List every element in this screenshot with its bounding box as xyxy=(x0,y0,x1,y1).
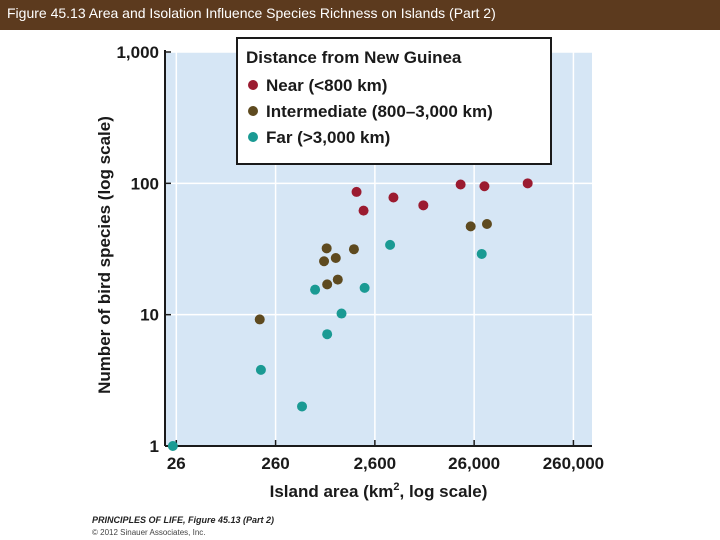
x-tick-label: 260 xyxy=(261,454,289,473)
legend-label: Intermediate (800–3,000 km) xyxy=(266,102,493,121)
tick-labels: 26 260 2,600 26,000 260,000 1 10 100 1,000 xyxy=(116,43,604,473)
data-point xyxy=(330,253,341,264)
data-point xyxy=(481,219,492,230)
legend-label: Near (<800 km) xyxy=(266,76,387,95)
y-tick-label: 10 xyxy=(140,306,159,325)
legend-label: Far (>3,000 km) xyxy=(266,128,390,147)
data-point xyxy=(348,244,359,255)
data-point xyxy=(455,179,466,190)
y-tick-label: 1,000 xyxy=(116,43,159,62)
data-point xyxy=(351,186,362,197)
data-point xyxy=(321,243,332,254)
data-point xyxy=(167,441,178,451)
data-point xyxy=(476,248,487,259)
data-point xyxy=(322,279,333,290)
legend-marker xyxy=(248,80,258,90)
data-point xyxy=(385,239,396,250)
y-tick-label: 1 xyxy=(150,437,159,456)
x-axis-label-tail: , log scale) xyxy=(400,482,488,501)
y-tick-label: 100 xyxy=(131,174,159,193)
axes xyxy=(164,50,592,447)
legend-box xyxy=(236,37,552,165)
data-point xyxy=(322,329,333,340)
data-point xyxy=(297,401,308,412)
data-point xyxy=(358,205,369,216)
x-axis-label-sup: 2 xyxy=(393,481,399,493)
data-point xyxy=(336,308,347,319)
credit-copyright: © 2012 Sinauer Associates, Inc. xyxy=(92,528,206,537)
legend: Distance from New Guinea Near (<800 km) I… xyxy=(236,37,552,165)
y-axis-label: Number of bird species (log scale) xyxy=(95,116,114,394)
credit-source: PRINCIPLES OF LIFE, Figure 45.13 (Part 2… xyxy=(92,515,275,525)
data-point xyxy=(479,181,490,192)
legend-marker xyxy=(248,132,258,142)
data-point xyxy=(255,364,266,375)
x-tick-label: 26 xyxy=(167,454,186,473)
data-points xyxy=(167,178,533,451)
figure-title: Figure 45.13 Area and Isolation Influenc… xyxy=(7,5,496,21)
x-tick-label: 2,600 xyxy=(354,454,397,473)
data-point xyxy=(522,178,533,189)
legend-marker xyxy=(248,106,258,116)
data-point xyxy=(388,192,399,203)
data-point xyxy=(418,200,429,211)
x-tick-label: 260,000 xyxy=(543,454,604,473)
data-point xyxy=(319,256,330,267)
x-axis-label: Island area (km2, log scale) xyxy=(270,481,488,501)
data-point xyxy=(359,282,370,293)
data-point xyxy=(254,314,265,325)
x-tick-label: 26,000 xyxy=(448,454,500,473)
data-point xyxy=(310,284,321,295)
data-point xyxy=(465,221,476,232)
title-bar: Figure 45.13 Area and Isolation Influenc… xyxy=(0,0,720,30)
x-axis-label-main: Island area (km xyxy=(270,482,394,501)
legend-title: Distance from New Guinea xyxy=(246,48,462,67)
data-point xyxy=(332,274,343,285)
